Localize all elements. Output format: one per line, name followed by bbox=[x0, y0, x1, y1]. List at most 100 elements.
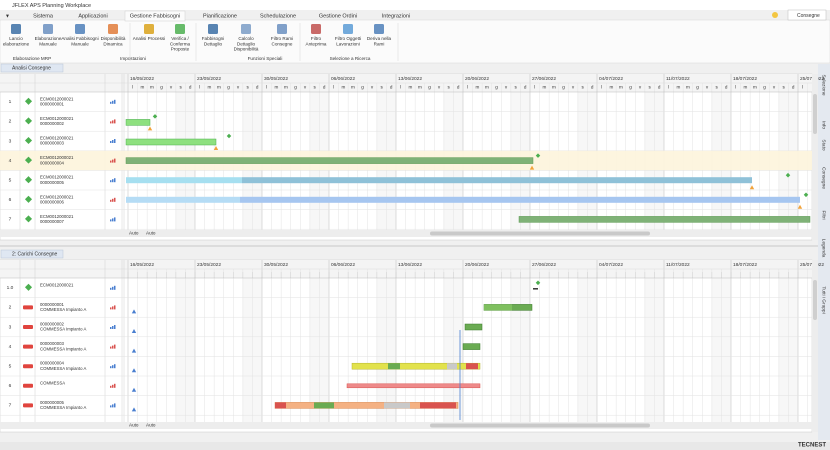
row-number[interactable]: 1.0 bbox=[7, 285, 14, 291]
chart-icon[interactable] bbox=[112, 159, 114, 163]
ribbon-button-label[interactable]: Verifica / bbox=[171, 36, 189, 41]
gantt-bar[interactable] bbox=[240, 196, 800, 203]
ribbon-icon[interactable] bbox=[11, 24, 21, 34]
gantt-bar[interactable] bbox=[314, 402, 334, 409]
chart-icon[interactable] bbox=[110, 101, 112, 104]
ribbon-tab[interactable]: Integrazioni bbox=[382, 13, 410, 19]
chart-icon[interactable] bbox=[114, 383, 116, 388]
ribbon-button-label[interactable]: Rami bbox=[374, 41, 385, 46]
row-code[interactable]: ECM0012000021 bbox=[40, 116, 74, 121]
scroll-thumb[interactable] bbox=[430, 231, 650, 236]
gantt-bar[interactable] bbox=[420, 402, 456, 409]
chart-icon[interactable] bbox=[110, 141, 112, 143]
row-code[interactable]: ECM0012000021 bbox=[40, 155, 74, 160]
ribbon-icon[interactable] bbox=[241, 24, 251, 34]
ribbon-button-label[interactable]: Dinamica bbox=[103, 41, 123, 46]
ribbon-button-label[interactable]: Deriva nella bbox=[367, 36, 392, 41]
chart-icon[interactable] bbox=[114, 403, 116, 408]
chart-icon[interactable] bbox=[112, 179, 114, 183]
ribbon-button-label[interactable]: Disponibilità bbox=[101, 36, 126, 41]
panel-title[interactable]: Analisi Consegne bbox=[12, 66, 51, 72]
row-subtitle[interactable]: 0000000007 bbox=[40, 219, 65, 224]
ribbon-icon[interactable] bbox=[374, 24, 384, 34]
chart-icon[interactable] bbox=[114, 139, 116, 143]
ribbon-tab[interactable]: Gestione Fabbisogni bbox=[130, 13, 180, 19]
row-subtitle[interactable]: COMMESSA Impianto A bbox=[40, 405, 86, 410]
row-number[interactable]: 4 bbox=[9, 344, 12, 350]
gantt-bar[interactable] bbox=[346, 383, 481, 389]
row-subtitle[interactable]: COMMESSA Impianto A bbox=[40, 346, 86, 351]
row-subtitle[interactable]: COMMESSA Impianto A bbox=[40, 366, 86, 371]
ribbon-button-label[interactable]: Elaborazione bbox=[35, 36, 62, 41]
panel-tab[interactable] bbox=[0, 63, 64, 73]
v-scroll-thumb[interactable] bbox=[813, 94, 817, 134]
ribbon-button-label[interactable]: Anteprima bbox=[306, 41, 327, 46]
row-number[interactable]: 6 bbox=[9, 197, 12, 203]
chart-icon[interactable] bbox=[114, 158, 116, 163]
chart-icon[interactable] bbox=[112, 306, 114, 310]
chart-icon[interactable] bbox=[110, 405, 112, 408]
gantt-bar[interactable] bbox=[447, 363, 457, 370]
chart-icon[interactable] bbox=[114, 344, 116, 349]
chart-icon[interactable] bbox=[110, 121, 112, 124]
chart-icon[interactable] bbox=[110, 180, 112, 183]
row-code[interactable]: ECM0012000021 bbox=[40, 194, 74, 199]
side-tab[interactable]: Info bbox=[821, 121, 827, 129]
chart-icon[interactable] bbox=[112, 218, 114, 222]
panel-tab[interactable] bbox=[0, 249, 64, 259]
zoom-mode[interactable]: Auto bbox=[146, 231, 156, 236]
gantt-bar[interactable] bbox=[464, 323, 483, 331]
ribbon-button-label[interactable]: Filtro Rami bbox=[271, 36, 293, 41]
chart-icon[interactable] bbox=[114, 99, 116, 104]
chart-icon[interactable] bbox=[110, 287, 112, 290]
gantt-bar[interactable] bbox=[126, 177, 242, 184]
user-menu-label[interactable]: Consegne bbox=[797, 13, 820, 19]
row-subtitle[interactable]: COMMESSA Impianto A bbox=[40, 307, 86, 312]
side-tab[interactable]: Consegne bbox=[821, 167, 827, 189]
row-number[interactable]: 4 bbox=[9, 158, 12, 164]
row-code[interactable]: 0000000004 bbox=[40, 361, 65, 366]
ribbon-icon[interactable] bbox=[144, 24, 154, 34]
side-tab[interactable]: Legenda bbox=[821, 239, 827, 258]
menu-arrow[interactable]: ▼ bbox=[5, 13, 10, 19]
gantt-bar[interactable] bbox=[462, 343, 481, 350]
ribbon-button-label[interactable]: Filtro bbox=[311, 36, 322, 41]
row-code[interactable]: ECM0012000021 bbox=[40, 214, 74, 219]
ribbon-button-label[interactable]: Filtro Oggetti bbox=[335, 36, 361, 41]
ribbon-button-label[interactable]: Analisi Fabbisogni bbox=[61, 36, 98, 41]
zoom-mode[interactable]: Auto bbox=[146, 423, 156, 428]
ribbon-icon[interactable] bbox=[43, 24, 53, 34]
row-code[interactable]: ECM0012000021 bbox=[40, 282, 74, 287]
chart-icon[interactable] bbox=[112, 198, 114, 202]
ribbon-tab[interactable]: Applicazioni bbox=[78, 13, 107, 19]
v-scroll-thumb[interactable] bbox=[813, 280, 817, 320]
gantt-bar[interactable] bbox=[466, 363, 478, 370]
chart-icon[interactable] bbox=[110, 346, 112, 349]
ribbon-button-label[interactable]: Proposte bbox=[171, 47, 190, 52]
ribbon-icon[interactable] bbox=[311, 24, 321, 34]
chart-icon[interactable] bbox=[114, 305, 116, 310]
zoom-mode[interactable]: Auto bbox=[129, 231, 139, 236]
row-code[interactable]: 0000000002 bbox=[40, 322, 65, 327]
row-subtitle[interactable]: COMMESSA Impianto A bbox=[40, 327, 86, 332]
side-tab[interactable]: Stato bbox=[821, 139, 827, 151]
chart-icon[interactable] bbox=[112, 345, 114, 349]
row-number[interactable]: 7 bbox=[9, 403, 12, 409]
ribbon-button-label[interactable]: Consegne bbox=[272, 41, 293, 46]
side-tab[interactable]: Selezione bbox=[821, 74, 827, 95]
row-number[interactable]: 2 bbox=[9, 119, 12, 125]
gantt-bar[interactable] bbox=[125, 157, 534, 164]
ribbon-icon[interactable] bbox=[175, 24, 185, 34]
ribbon-tab[interactable]: Gestione Ordini bbox=[319, 13, 357, 19]
chart-icon[interactable] bbox=[114, 285, 116, 290]
row-number[interactable]: 5 bbox=[9, 177, 12, 183]
gantt-bar[interactable] bbox=[351, 362, 481, 370]
gantt-bar[interactable] bbox=[126, 196, 240, 203]
ribbon-button-label[interactable]: Fabbisogni bbox=[202, 36, 224, 41]
gantt-bar[interactable] bbox=[125, 119, 151, 126]
chart-icon[interactable] bbox=[110, 199, 112, 202]
gantt-bar[interactable] bbox=[518, 216, 811, 223]
chart-icon[interactable] bbox=[112, 384, 114, 388]
chart-icon[interactable] bbox=[112, 286, 114, 290]
ribbon-button-label[interactable]: Calcolo bbox=[238, 36, 254, 41]
